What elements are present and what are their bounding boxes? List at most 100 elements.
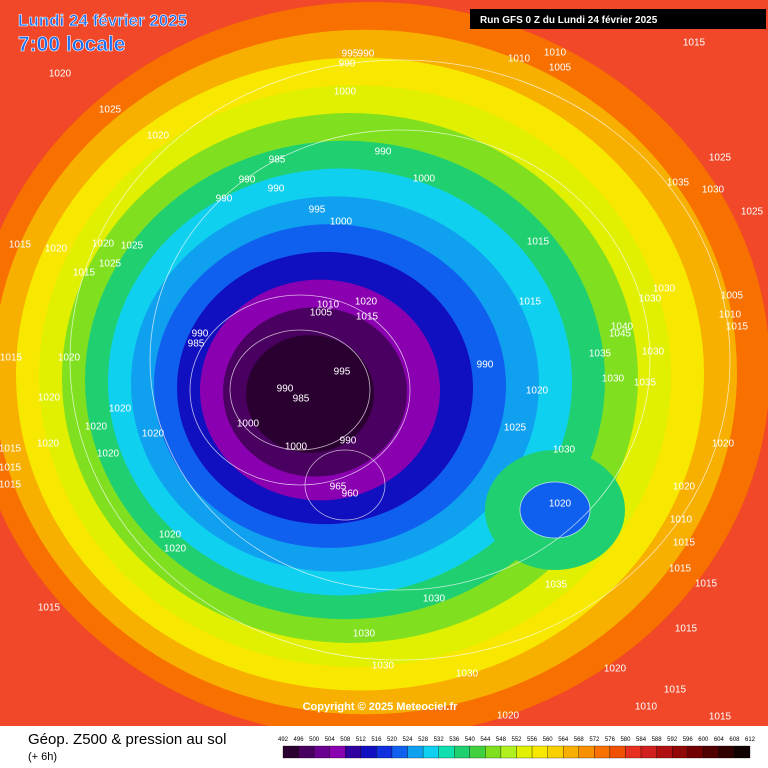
scale-label: 540 (465, 737, 476, 743)
isobar-label: 1015 (0, 353, 23, 364)
scale-label: 580 (620, 737, 631, 743)
isobar-label: 1035 (634, 378, 657, 389)
scale-label: 600 (698, 737, 709, 743)
isobar-label: 1005 (549, 63, 572, 74)
scale-label: 556 (527, 737, 538, 743)
scale-label: 608 (729, 737, 740, 743)
scale-label: 560 (543, 737, 554, 743)
isobar-label: 1020 (92, 239, 115, 250)
isobar-label: 1020 (97, 449, 120, 460)
footer-lead: (+ 6h) (28, 751, 57, 763)
scale-swatch (687, 745, 704, 759)
scale-label: 552 (511, 737, 522, 743)
isobar-label: 1005 (310, 308, 333, 319)
scale-label: 544 (480, 737, 491, 743)
isobar-label: 1030 (553, 445, 576, 456)
isobar-label: 1030 (642, 347, 665, 358)
isobar-label: 1030 (702, 185, 725, 196)
scale-label: 564 (558, 737, 569, 743)
isobar-label: 1010 (508, 54, 531, 65)
isobar-label: 1020 (147, 131, 170, 142)
scale-label: 604 (714, 737, 725, 743)
scale-label: 528 (418, 737, 429, 743)
isobar-label: 1015 (0, 463, 22, 474)
isobar-label: 985 (188, 339, 205, 350)
footer-title: Géop. Z500 & pression au sol (28, 731, 226, 748)
scale-label: 584 (636, 737, 647, 743)
scale-swatch (563, 745, 579, 759)
scale-label: 612 (745, 737, 756, 743)
isobar-label: 990 (192, 329, 209, 340)
isobar-label: 1010 (544, 48, 567, 59)
isobar-label: 1020 (159, 530, 182, 541)
isobar-label: 1015 (709, 712, 732, 723)
scale-swatch (656, 745, 673, 759)
isobar-label: 1025 (99, 259, 122, 270)
isobar-label: 990 (477, 360, 494, 371)
isobar-label: 1030 (653, 284, 676, 295)
isobar-label: 990 (277, 384, 294, 395)
isobar-label: 1035 (589, 349, 612, 360)
isobar-label: 1025 (99, 105, 122, 116)
isobar-label: 990 (339, 59, 356, 70)
isobar-label: 1015 (683, 38, 706, 49)
scale-swatch (360, 745, 377, 759)
scale-label: 500 (309, 737, 320, 743)
isobar-label: 990 (216, 194, 233, 205)
run-info: Run GFS 0 Z du Lundi 24 février 2025 (480, 15, 658, 26)
isobar-label: 1015 (664, 685, 687, 696)
isobar-label: 1000 (330, 217, 353, 228)
isobar-label: 1020 (37, 439, 60, 450)
isobar-label: 1000 (413, 174, 436, 185)
isobar-label: 1000 (334, 87, 357, 98)
isobar-label: 1030 (423, 594, 446, 605)
scale-swatch (282, 745, 299, 759)
isobar-label: 1000 (285, 442, 308, 453)
geopotential-field (0, 2, 768, 738)
isobars (69, 59, 731, 661)
scale-swatch (376, 745, 393, 759)
isobar-label: 960 (342, 489, 359, 500)
scale-swatch (407, 745, 424, 759)
isobar-label: 1010 (670, 515, 693, 526)
isobar-label: 1020 (673, 482, 696, 493)
scale-label: 576 (605, 737, 616, 743)
isobar-label: 1040 (611, 322, 634, 333)
isobar-label: 1015 (38, 603, 61, 614)
isobar-label: 1020 (38, 393, 61, 404)
isobar-label: 1015 (673, 538, 696, 549)
scale-swatch (345, 745, 361, 759)
scale-label: 592 (667, 737, 678, 743)
isobar-label: 990 (268, 184, 285, 195)
scale-swatch (500, 745, 517, 759)
scale-swatch (298, 745, 315, 759)
isobar-label: 1015 (675, 624, 698, 635)
field-band (246, 335, 374, 453)
isobar-label: 1010 (635, 702, 658, 713)
color-scale: 492 496 500 504 508 512 516 520 524 528 532 536 540 5… (278, 737, 756, 759)
scale-label: 572 (589, 737, 600, 743)
scale-swatch (438, 745, 455, 759)
isobar-label: 1030 (456, 669, 479, 680)
scale-swatch (703, 745, 720, 759)
scale-swatch (485, 745, 502, 759)
isobar-label: 1025 (121, 241, 144, 252)
scale-label: 524 (403, 737, 414, 743)
isobar-label: 1045 (609, 329, 632, 340)
isobar-label: 1015 (519, 297, 542, 308)
isobar-label: 1035 (545, 580, 568, 591)
isobar-label: 1020 (109, 404, 132, 415)
scale-swatch (609, 745, 626, 759)
scale-swatch (594, 745, 611, 759)
isobar-label: 995 (342, 49, 359, 60)
isobar-label: 1015 (0, 480, 22, 491)
scale-label: 512 (356, 737, 367, 743)
isobar-label: 1020 (604, 664, 627, 675)
field-band (520, 482, 590, 538)
isobar-label: 1020 (164, 544, 187, 555)
isobar-label: 1010 (317, 300, 340, 311)
scale-label: 520 (387, 737, 398, 743)
scale-swatch (672, 745, 688, 759)
